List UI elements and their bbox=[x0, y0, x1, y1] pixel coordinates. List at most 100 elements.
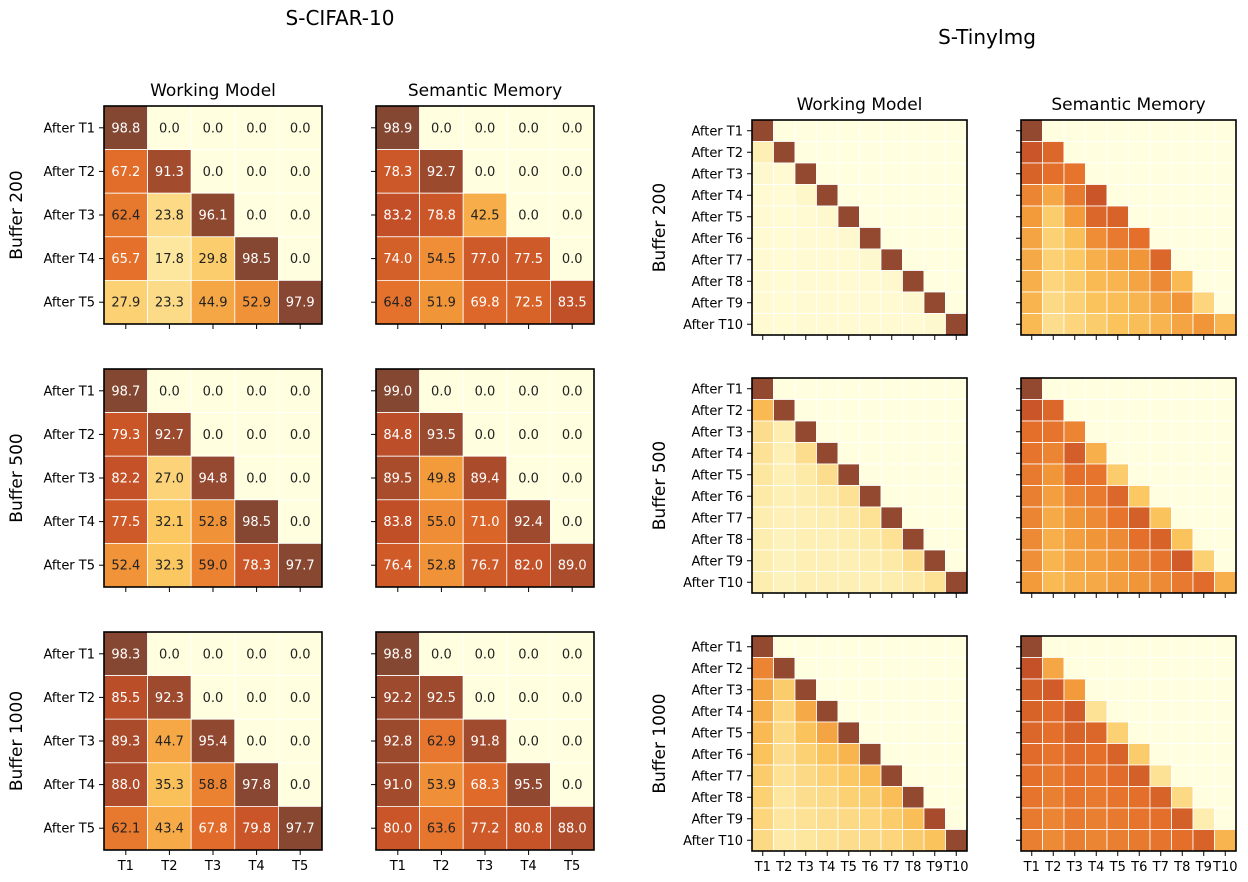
cell-value-label: 52.9 bbox=[242, 296, 271, 311]
heatmap-cell bbox=[837, 657, 860, 680]
heatmap-cell bbox=[234, 675, 279, 720]
heatmap-cell bbox=[1020, 248, 1043, 271]
heatmap-cell bbox=[794, 764, 817, 787]
y-tick-label: After T1 bbox=[691, 640, 743, 655]
heatmap-cell bbox=[1106, 743, 1129, 766]
x-tick-label: T10 bbox=[943, 860, 968, 875]
heatmap-cell bbox=[859, 162, 882, 185]
heatmap-cell bbox=[751, 528, 774, 551]
heatmap-cell bbox=[837, 227, 860, 250]
heatmap-cell bbox=[837, 700, 860, 723]
cell-value-label: 0.0 bbox=[290, 252, 311, 267]
heatmap-cell bbox=[277, 192, 323, 238]
cell-value-label: 84.8 bbox=[383, 428, 412, 443]
heatmap-cell bbox=[751, 270, 774, 293]
heatmap-cell bbox=[859, 721, 882, 744]
heatmap-cell bbox=[1171, 506, 1194, 529]
heatmap-cell bbox=[1149, 549, 1172, 572]
heatmap-cell bbox=[1214, 700, 1237, 723]
heatmap-cell bbox=[1214, 571, 1237, 594]
heatmap-cell bbox=[1128, 141, 1151, 164]
heatmap-cell bbox=[794, 571, 817, 594]
heatmap-cell bbox=[902, 313, 925, 336]
heatmap-cell bbox=[147, 543, 192, 588]
heatmap-cell bbox=[859, 227, 882, 250]
heatmap-cell bbox=[859, 506, 882, 529]
heatmap-cell bbox=[794, 248, 817, 271]
cell-value-label: 97.8 bbox=[242, 778, 271, 793]
heatmap-cell bbox=[1192, 205, 1215, 228]
cell-value-label: 0.0 bbox=[290, 691, 311, 706]
heatmap-cell bbox=[794, 227, 817, 250]
cell-value-label: 0.0 bbox=[562, 165, 583, 180]
heatmap-cell bbox=[816, 313, 839, 336]
heatmap-cell bbox=[1214, 399, 1237, 422]
cell-value-label: 74.0 bbox=[383, 252, 412, 267]
axes-frame bbox=[1020, 377, 1237, 594]
heatmap-cell bbox=[1085, 506, 1108, 529]
heatmap-cell bbox=[1063, 485, 1086, 508]
heatmap-cell bbox=[1042, 528, 1065, 551]
x-tick-label: T6 bbox=[861, 860, 878, 875]
cell-value-label: 79.8 bbox=[242, 822, 271, 837]
heatmap-cell bbox=[880, 420, 903, 443]
heatmap-cell bbox=[1042, 700, 1065, 723]
heatmap-cell bbox=[794, 829, 817, 852]
cell-value-label: 97.9 bbox=[286, 296, 315, 311]
heatmap-cell bbox=[945, 162, 968, 185]
heatmap-cell bbox=[1149, 420, 1172, 443]
heatmap-cell bbox=[1192, 291, 1215, 314]
heatmap-cell bbox=[945, 721, 968, 744]
heatmap-cell bbox=[375, 718, 420, 764]
x-tick-label: T1 bbox=[117, 859, 134, 874]
heatmap-cell bbox=[1063, 506, 1086, 529]
heatmap-cell bbox=[1192, 248, 1215, 271]
cell-value-label: 0.0 bbox=[290, 121, 311, 136]
cell-value-label: 0.0 bbox=[518, 472, 539, 487]
cell-value-label: 98.3 bbox=[111, 647, 140, 662]
heatmap-cell bbox=[1192, 463, 1215, 486]
heatmap-cell bbox=[103, 455, 148, 501]
heatmap-cell bbox=[880, 377, 903, 400]
cell-value-label: 0.0 bbox=[518, 735, 539, 750]
heatmap-cell bbox=[1085, 571, 1108, 594]
heatmap-cell bbox=[1020, 377, 1043, 400]
heatmap-cell bbox=[1171, 205, 1194, 228]
heatmap-cell bbox=[1128, 700, 1151, 723]
heatmap-cell bbox=[794, 377, 817, 400]
heatmap-cell bbox=[923, 700, 946, 723]
cell-value-label: 52.8 bbox=[199, 515, 228, 530]
cell-value-label: 17.8 bbox=[155, 252, 184, 267]
heatmap-cell bbox=[1171, 721, 1194, 744]
heatmap-cell bbox=[773, 678, 796, 701]
y-tick-label: After T4 bbox=[43, 515, 95, 530]
heatmap-cell bbox=[1149, 313, 1172, 336]
heatmap-cell bbox=[816, 807, 839, 830]
heatmap-cell bbox=[1020, 119, 1043, 142]
heatmap-cell bbox=[816, 549, 839, 572]
heatmap-cell bbox=[1128, 463, 1151, 486]
heatmap-cell bbox=[859, 657, 882, 680]
heatmap-cell bbox=[902, 528, 925, 551]
panel-title: Semantic Memory bbox=[408, 81, 562, 101]
heatmap-cell bbox=[816, 184, 839, 207]
heatmap-cell bbox=[880, 700, 903, 723]
heatmap-cell bbox=[1214, 184, 1237, 207]
heatmap-cell bbox=[1128, 270, 1151, 293]
heatmap-cell bbox=[1171, 786, 1194, 809]
heatmap-cell bbox=[945, 442, 968, 465]
cell-value-label: 89.0 bbox=[558, 559, 587, 574]
heatmap-cell bbox=[794, 506, 817, 529]
heatmap-cell bbox=[1106, 786, 1129, 809]
cell-value-label: 43.4 bbox=[155, 822, 184, 837]
heatmap-cell bbox=[1128, 829, 1151, 852]
heatmap-cell bbox=[880, 549, 903, 572]
heatmap-cell bbox=[1192, 700, 1215, 723]
heatmap-cell bbox=[945, 485, 968, 508]
heatmap-cell bbox=[1085, 678, 1108, 701]
heatmap-cell bbox=[837, 119, 860, 142]
heatmap-cell bbox=[1042, 743, 1065, 766]
heatmap-cell bbox=[550, 675, 595, 720]
cell-value-label: 94.8 bbox=[199, 472, 228, 487]
heatmap-cell bbox=[1149, 829, 1172, 852]
